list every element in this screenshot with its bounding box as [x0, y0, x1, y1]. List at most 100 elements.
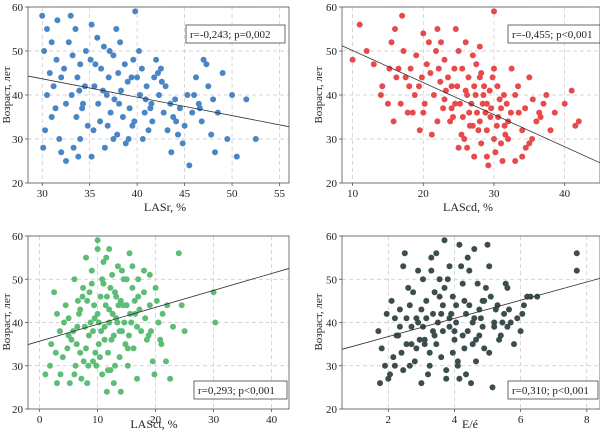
data-point [454, 83, 461, 90]
data-point [184, 92, 191, 98]
data-point [472, 92, 479, 98]
data-point [507, 319, 514, 326]
data-point [47, 362, 53, 369]
data-point [396, 306, 403, 313]
y-tick-label: 30 [12, 134, 24, 146]
data-point [114, 319, 121, 326]
data-point [456, 241, 463, 248]
data-point [466, 302, 473, 309]
data-point [418, 380, 425, 387]
data-point [58, 149, 65, 156]
data-point [84, 297, 91, 304]
data-point [186, 162, 193, 169]
data-point [448, 83, 455, 90]
data-point [484, 241, 491, 248]
data-point [85, 362, 92, 369]
data-point [537, 114, 544, 120]
data-point [116, 100, 123, 107]
data-point [109, 310, 116, 317]
data-point [493, 122, 500, 129]
data-point [119, 267, 125, 274]
data-point [476, 332, 483, 339]
data-point [98, 328, 105, 335]
data-point [120, 302, 127, 309]
tick-labels: 2 4 6 8 20 30 40 50 60 [326, 231, 590, 426]
data-point [73, 341, 80, 348]
data-point [512, 92, 519, 98]
data-point [440, 105, 447, 112]
data-point [473, 336, 479, 343]
data-point [54, 310, 60, 317]
data-point [491, 65, 497, 72]
data-point [57, 371, 64, 378]
data-point [501, 310, 508, 317]
data-point [76, 310, 82, 317]
tick-labels: 0 10 20 30 40 20 30 40 50 60 [12, 231, 278, 426]
data-point [458, 263, 465, 270]
data-point [408, 341, 415, 348]
data-point [101, 144, 108, 151]
y-tick-label: 40 [12, 318, 24, 330]
data-point [428, 254, 435, 261]
x-tick-label: 2 [386, 414, 392, 426]
data-point [77, 349, 84, 356]
data-point [106, 306, 113, 313]
data-point [391, 362, 398, 369]
data-point [438, 354, 445, 361]
data-point [90, 358, 96, 365]
data-point [431, 289, 438, 296]
x-tick-label: 30 [37, 188, 49, 200]
data-point [396, 323, 403, 330]
data-point [498, 105, 504, 112]
data-point [135, 293, 142, 300]
data-point [446, 323, 453, 330]
data-point [123, 276, 130, 283]
data-point [80, 284, 87, 291]
y-tick-label: 40 [12, 90, 24, 102]
data-point [384, 100, 391, 107]
data-point [121, 319, 128, 326]
data-point [141, 289, 147, 296]
data-point [421, 336, 428, 343]
data-point [463, 371, 469, 378]
data-point [131, 118, 138, 125]
data-point [135, 276, 142, 283]
tick-labels: 10 20 30 40 20 30 40 50 60 [326, 2, 571, 200]
data-point [107, 109, 114, 116]
data-point [56, 328, 63, 335]
data-point [115, 302, 122, 309]
data-point [411, 92, 418, 98]
data-point [153, 56, 160, 63]
data-point [425, 39, 432, 46]
data-point [477, 315, 484, 322]
data-point [499, 319, 506, 326]
data-point [474, 109, 480, 116]
data-point [572, 122, 579, 129]
data-point [212, 319, 219, 326]
data-point [498, 140, 504, 147]
data-point [388, 39, 395, 46]
y-tick-label: 60 [326, 231, 338, 243]
data-point [573, 250, 580, 257]
trend-line [27, 75, 290, 128]
data-point [446, 263, 453, 270]
x-tick-label: 6 [518, 414, 524, 426]
data-point [95, 100, 102, 107]
data-point [507, 109, 514, 116]
data-point [158, 78, 165, 85]
data-point [437, 78, 444, 85]
data-point [101, 323, 108, 330]
data-point [439, 328, 446, 335]
data-point [212, 149, 218, 156]
data-point [400, 263, 407, 270]
data-point [434, 26, 441, 32]
data-point [129, 263, 136, 270]
data-point [428, 267, 435, 274]
data-point [519, 153, 526, 160]
data-point [189, 109, 196, 116]
data-point [454, 358, 461, 365]
data-point [149, 118, 156, 125]
data-point [142, 96, 149, 103]
data-point [42, 127, 49, 134]
data-point [395, 65, 402, 72]
